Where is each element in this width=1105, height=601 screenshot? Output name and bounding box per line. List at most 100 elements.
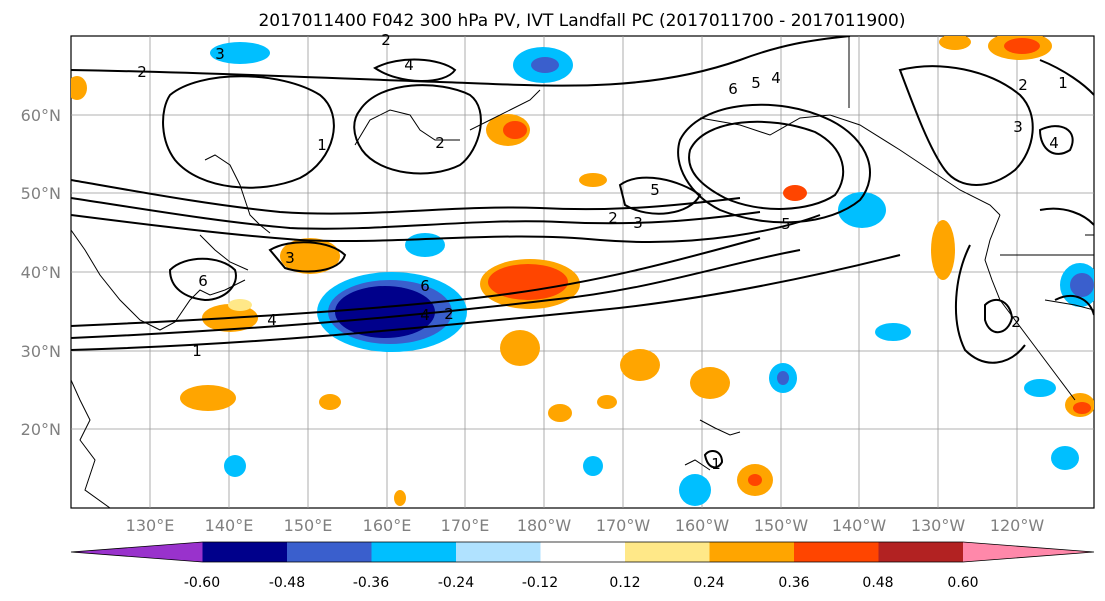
negative-anomaly-blob [875,323,911,341]
colorbar-tick-label: -0.48 [269,575,305,591]
colorbar-tick-label: -0.24 [438,575,474,591]
negative-anomaly-blob [405,233,445,257]
negative-anomaly-blob [210,42,270,64]
colorbar-tick-label: 0.48 [862,575,893,591]
colorbar-tick-label: -0.60 [184,575,220,591]
colorbar-segment [878,542,964,562]
positive-anomaly-blob [503,121,527,139]
contour-label: 3 [633,214,643,232]
contour-label: 6 [420,277,430,295]
contour-label: 4 [404,56,414,74]
negative-anomaly-blob [838,192,886,228]
contour-label: 4 [1049,134,1059,152]
lon-label: 130°E [126,516,175,535]
coastlines [71,36,1094,508]
colorbar-segment [202,542,288,562]
lon-label: 170°W [596,516,651,535]
contour-label: 2 [435,134,445,152]
positive-anomaly-blob [597,395,617,409]
contour-label: 2 [137,63,147,81]
positive-anomaly-blob [579,173,607,187]
colorbar-segment [371,542,457,562]
lon-label: 150°W [754,516,809,535]
contour-label: 2 [1018,76,1028,94]
negative-anomaly-blob [679,474,711,506]
positive-anomaly-blob [620,349,660,381]
lon-label: 140°W [832,516,887,535]
contour-label: 3 [1013,118,1023,136]
negative-anomaly-blob [1024,379,1056,397]
lon-label: 140°E [205,516,254,535]
negative-anomaly-blob [531,57,559,73]
colorbar-tick-label: 0.36 [778,575,809,591]
contour-label: 6 [728,80,738,98]
colorbar-segment [625,542,710,562]
colorbar-tick-label: 0.24 [693,575,724,591]
contour-label: 2 [1011,313,1021,331]
positive-anomaly-blob [690,367,730,399]
contour-label: 2 [444,305,454,323]
contour-label: 3 [285,249,295,267]
gridlines [71,36,1094,508]
contour-label: 5 [650,181,660,199]
latitude-labels: 60°N 50°N 40°N 30°N 20°N [21,106,61,439]
longitude-labels: 130°E 140°E 150°E 160°E 170°E 180°W 170°… [126,516,1045,535]
contour-label: 1 [317,136,327,154]
positive-anomaly-blob [180,385,236,411]
positive-anomaly-blob [228,299,252,311]
lon-label: 170°E [441,516,490,535]
colorbar-outline [70,541,1095,563]
positive-anomaly-blob [748,474,762,486]
contour-label: 4 [771,69,781,87]
lon-label: 160°W [675,516,730,535]
contour-label: 2 [381,31,391,49]
lat-label: 50°N [21,184,61,203]
lon-label: 180°W [517,516,572,535]
lat-label: 30°N [21,342,61,361]
contour-label: 5 [781,215,791,233]
lon-label: 120°W [990,516,1045,535]
contour-label: 4 [267,311,277,329]
colorbar-extend-right [963,542,1094,562]
contour-label: 5 [751,74,761,92]
colorbar-tick-label: -0.12 [522,575,558,591]
positive-anomaly-blob [939,36,971,50]
colorbar-segment [709,542,795,562]
positive-anomaly-blob [319,394,341,410]
positive-anomaly-blob [71,76,87,100]
positive-anomaly-blob [548,404,572,422]
colorbar-segment [287,542,372,562]
contour-label: 1 [1058,74,1068,92]
lat-label: 60°N [21,106,61,125]
negative-anomaly-blob [777,371,789,385]
positive-anomaly-blob [1004,38,1040,54]
negative-anomaly-blob [1070,273,1094,297]
negative-anomaly-blob [224,455,246,477]
colorbar-extend-left [71,542,203,562]
contour-lines [71,36,1094,469]
contour-label: 6 [198,272,208,290]
lon-label: 160°E [363,516,412,535]
contour-label: 3 [215,45,225,63]
positive-anomaly-blob [488,264,568,300]
colorbar-tick-labels: -0.60 -0.48 -0.36 -0.24 -0.12 0.12 0.24 … [184,575,979,591]
lat-label: 20°N [21,420,61,439]
colorbar-tick-label: 0.12 [609,575,640,591]
lat-label: 40°N [21,263,61,282]
contour-label: 2 [608,209,618,227]
negative-anomaly-blob [335,286,435,338]
colorbar-segment [540,542,626,562]
contour-label: 1 [192,342,202,360]
colorbar-segment [456,542,541,562]
positive-anomaly-blob [931,220,955,280]
contour-label: 1 [711,455,721,473]
colorbar [70,541,1095,563]
contour-labels: 3 2 2 4 1 2 6 5 4 1 2 3 4 4 5 3 2 5 3 6 … [137,31,1068,473]
lon-label: 130°W [911,516,966,535]
negative-anomaly-blob [583,456,603,476]
colorbar-tick-label: 0.60 [947,575,978,591]
lon-label: 150°E [284,516,333,535]
positive-anomaly-blob [394,490,406,506]
colorbar-tick-label: -0.36 [353,575,389,591]
